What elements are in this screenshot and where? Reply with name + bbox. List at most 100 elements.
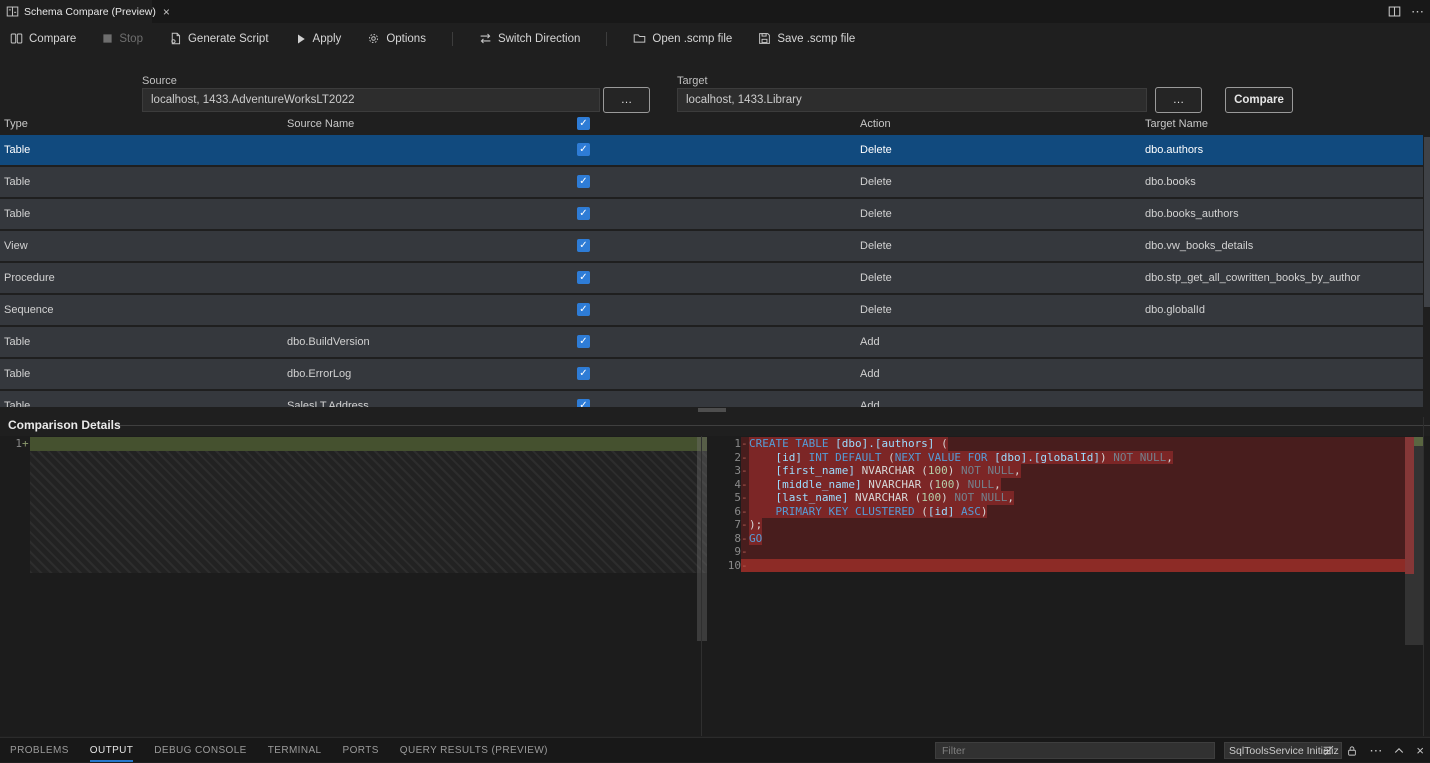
diff-deleted-line: 2- [id] INT DEFAULT (NEXT VALUE FOR [dbo… (712, 450, 1423, 464)
target-input[interactable] (677, 88, 1147, 112)
diff-left-filler-hatch (30, 450, 707, 573)
column-header-target-name[interactable]: Target Name (1145, 118, 1208, 130)
panel-tab-ports[interactable]: PORTS (342, 745, 379, 756)
panel-tab-problems[interactable]: PROBLEMS (10, 745, 69, 756)
stop-button[interactable]: Stop (102, 33, 143, 45)
generate-script-button[interactable]: Generate Script (169, 32, 269, 45)
column-header-type[interactable]: Type (4, 118, 28, 130)
diff-left-added-line (30, 437, 707, 451)
grid-horizontal-scrollbar[interactable] (698, 408, 726, 412)
cell-type: Procedure (4, 272, 55, 284)
apply-label: Apply (312, 32, 342, 45)
panel-tab-strip: PROBLEMS OUTPUT DEBUG CONSOLE TERMINAL PORTS… (10, 738, 548, 763)
diff-left-scrollbar[interactable] (697, 437, 707, 641)
apply-icon (295, 33, 307, 45)
diff-delete-marker: - (741, 491, 748, 504)
cell-type: Table (4, 176, 31, 188)
generate-script-label: Generate Script (187, 32, 269, 45)
line-number: 5 (734, 491, 741, 504)
include-checkbox[interactable]: ✓ (577, 399, 590, 407)
compare-action-button[interactable]: Compare (1225, 87, 1293, 113)
table-row[interactable]: View ✓ Delete dbo.vw_books_details (0, 231, 1423, 261)
panel-tab-query-results-preview[interactable]: QUERY RESULTS (PREVIEW) (399, 745, 548, 756)
open-file-icon (633, 32, 646, 45)
source-label: Source (142, 75, 177, 87)
diff-delete-marker: - (741, 450, 748, 464)
tab-schema-compare[interactable]: Schema Compare (Preview) × (0, 0, 170, 23)
generate-script-icon (169, 32, 182, 45)
cell-action: Delete (860, 208, 892, 220)
sql-code-line: [last_name] NVARCHAR (100) NOT NULL, (749, 491, 1014, 505)
options-button[interactable]: Options (367, 32, 426, 45)
stop-icon (102, 33, 113, 44)
source-input[interactable] (142, 88, 600, 112)
grid-vertical-scrollbar[interactable] (1424, 137, 1430, 405)
diff-editor: 1 + 1- CREATE TABLE [dbo].[authors] (2- [… (0, 436, 1430, 736)
save-icon (758, 32, 771, 45)
diff-delete-marker: - (741, 477, 748, 491)
cell-type: Table (4, 208, 31, 220)
column-header-action[interactable]: Action (860, 118, 891, 130)
include-checkbox[interactable]: ✓ (577, 367, 590, 380)
details-divider (120, 425, 1430, 426)
cell-type: Table (4, 400, 31, 407)
split-editor-icon[interactable] (1388, 5, 1401, 18)
sql-code-line: PRIMARY KEY CLUSTERED ([id] ASC) (749, 504, 988, 518)
cell-target-name: dbo.books (1145, 176, 1196, 188)
target-browse-button[interactable]: … (1155, 87, 1202, 113)
more-actions-icon[interactable]: ⋯ (1369, 742, 1383, 758)
line-number: 7 (734, 518, 741, 531)
table-row[interactable]: Table ✓ Delete dbo.authors (0, 135, 1423, 165)
clear-output-icon[interactable] (1322, 744, 1335, 757)
diff-right-pane: 1- CREATE TABLE [dbo].[authors] (2- [id] … (712, 437, 1423, 572)
cell-action: Add (860, 400, 880, 407)
column-header-source-name[interactable]: Source Name (287, 118, 355, 130)
compare-toolbar-button[interactable]: Compare (10, 32, 76, 45)
tab-close-icon[interactable]: × (162, 4, 170, 19)
include-checkbox[interactable]: ✓ (577, 239, 590, 252)
close-panel-icon[interactable]: × (1416, 743, 1424, 758)
source-browse-button[interactable]: … (603, 87, 650, 113)
header-select-all-checkbox[interactable]: ✓ (577, 117, 590, 130)
panel-tab-terminal[interactable]: TERMINAL (267, 745, 322, 756)
editor-tab-bar: Schema Compare (Preview) × ⋯ (0, 0, 1430, 23)
include-checkbox[interactable]: ✓ (577, 335, 590, 348)
output-filter-input[interactable] (935, 742, 1215, 759)
line-number: 8 (734, 531, 741, 545)
diff-left-gutter: 1 + (0, 437, 30, 451)
diff-right-scrollbar[interactable] (1405, 437, 1423, 645)
include-checkbox[interactable]: ✓ (577, 143, 590, 156)
cell-source-name: dbo.BuildVersion (287, 336, 370, 348)
lock-icon[interactable] (1346, 745, 1358, 757)
table-row[interactable]: Table ✓ Delete dbo.books_authors (0, 199, 1423, 229)
overview-ruler-deleted-marks (1405, 437, 1414, 574)
save-scmp-button[interactable]: Save .scmp file (758, 32, 855, 45)
include-checkbox[interactable]: ✓ (577, 175, 590, 188)
panel-tab-debug-console[interactable]: DEBUG CONSOLE (154, 745, 247, 756)
include-checkbox[interactable]: ✓ (577, 271, 590, 284)
table-row[interactable]: Table SalesLT.Address ✓ Add (0, 391, 1423, 407)
cell-target-name: dbo.books_authors (1145, 208, 1239, 220)
table-row[interactable]: Table dbo.BuildVersion ✓ Add (0, 327, 1423, 357)
switch-direction-button[interactable]: Switch Direction (479, 32, 580, 45)
output-channel-select[interactable]: SqlToolsService Initializ (1224, 742, 1342, 759)
table-row[interactable]: Table dbo.ErrorLog ✓ Add (0, 359, 1423, 389)
table-row[interactable]: Procedure ✓ Delete dbo.stp_get_all_cowritte… (0, 263, 1423, 293)
apply-button[interactable]: Apply (295, 32, 342, 45)
open-scmp-button[interactable]: Open .scmp file (633, 32, 732, 45)
maximize-panel-icon[interactable] (1393, 745, 1405, 757)
sql-code-line: [first_name] NVARCHAR (100) NOT NULL, (749, 464, 1021, 478)
include-checkbox[interactable]: ✓ (577, 207, 590, 220)
table-row[interactable]: Table ✓ Delete dbo.books (0, 167, 1423, 197)
cell-action: Add (860, 368, 880, 380)
line-number: 1 (734, 437, 741, 450)
panel-tab-output[interactable]: OUTPUT (89, 738, 134, 763)
include-checkbox[interactable]: ✓ (577, 303, 590, 316)
schema-compare-icon (6, 5, 19, 18)
editor-right-edge (1423, 417, 1424, 736)
more-actions-icon[interactable]: ⋯ (1411, 3, 1424, 19)
line-number: 4 (734, 477, 741, 491)
save-scmp-label: Save .scmp file (777, 32, 856, 45)
sql-code-line: ); (749, 518, 763, 532)
table-row[interactable]: Sequence ✓ Delete dbo.globalId (0, 295, 1423, 325)
